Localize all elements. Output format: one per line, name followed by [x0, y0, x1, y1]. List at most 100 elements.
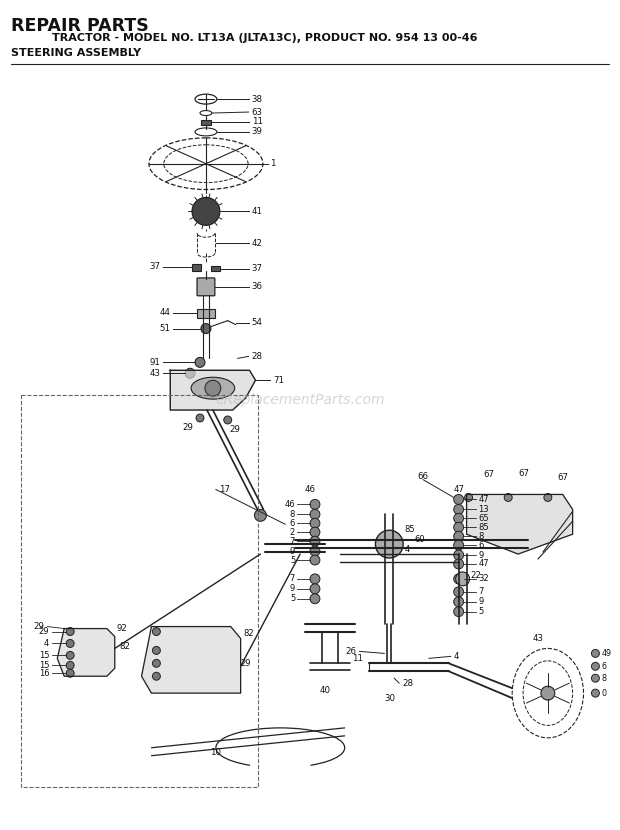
Circle shape [205, 380, 221, 396]
Text: 6: 6 [479, 540, 484, 549]
Circle shape [591, 662, 600, 671]
Text: 6: 6 [290, 519, 295, 528]
Circle shape [541, 686, 555, 700]
Bar [192, 264, 201, 271]
Text: 9: 9 [290, 584, 295, 593]
Circle shape [201, 324, 211, 334]
Text: 39: 39 [252, 128, 262, 136]
Circle shape [310, 583, 320, 593]
Text: 63: 63 [252, 108, 262, 116]
Polygon shape [141, 627, 241, 693]
Text: 66: 66 [417, 472, 428, 481]
Text: 29: 29 [183, 423, 193, 432]
Text: 5: 5 [290, 594, 295, 603]
Text: 49: 49 [601, 649, 611, 658]
Circle shape [464, 494, 472, 501]
Bar [197, 309, 215, 318]
Text: 9: 9 [479, 550, 484, 559]
Text: 10: 10 [210, 748, 221, 757]
Text: 29: 29 [39, 627, 50, 636]
Text: 85: 85 [404, 525, 415, 534]
Text: 44: 44 [159, 308, 170, 317]
Text: 29: 29 [230, 426, 241, 434]
Circle shape [185, 369, 195, 378]
Circle shape [454, 540, 464, 550]
Circle shape [66, 669, 74, 677]
Text: 46: 46 [285, 500, 295, 509]
Text: 0: 0 [601, 689, 606, 698]
Bar [201, 120, 211, 125]
Circle shape [454, 531, 464, 541]
Text: 65: 65 [479, 514, 489, 523]
Text: 67: 67 [484, 470, 494, 479]
Text: 41: 41 [252, 207, 262, 216]
Circle shape [310, 500, 320, 510]
Text: 28: 28 [252, 352, 262, 361]
Circle shape [591, 689, 600, 697]
Text: STEERING ASSEMBLY: STEERING ASSEMBLY [11, 48, 141, 58]
Text: 7: 7 [479, 588, 484, 596]
Circle shape [504, 494, 512, 501]
Text: 26: 26 [345, 647, 356, 656]
Text: 71: 71 [273, 376, 285, 385]
Text: 11: 11 [252, 118, 262, 126]
Circle shape [196, 414, 204, 422]
Text: 8: 8 [479, 532, 484, 540]
Polygon shape [467, 495, 573, 554]
Text: 60: 60 [414, 535, 425, 544]
Circle shape [66, 627, 74, 636]
Text: 29: 29 [33, 622, 45, 631]
Text: 43: 43 [533, 634, 544, 643]
Text: 42: 42 [252, 239, 262, 247]
Text: 4: 4 [404, 544, 409, 554]
Circle shape [153, 672, 161, 681]
Circle shape [195, 358, 205, 368]
Text: 6: 6 [601, 662, 606, 671]
Text: 67: 67 [558, 473, 569, 482]
Circle shape [153, 647, 161, 654]
Circle shape [454, 597, 464, 607]
Text: 8: 8 [290, 510, 295, 519]
Circle shape [310, 510, 320, 520]
Circle shape [254, 510, 267, 521]
Text: 85: 85 [479, 523, 489, 532]
Polygon shape [170, 370, 255, 410]
Circle shape [454, 522, 464, 532]
Text: 13: 13 [479, 505, 489, 514]
Circle shape [454, 513, 464, 523]
Text: 67: 67 [518, 469, 529, 478]
Text: 47: 47 [479, 495, 489, 504]
Text: 17: 17 [219, 485, 230, 494]
Text: 37: 37 [252, 265, 262, 273]
Text: TRACTOR - MODEL NO. LT13A (JLTA13C), PRODUCT NO. 954 13 00-46: TRACTOR - MODEL NO. LT13A (JLTA13C), PRO… [52, 32, 478, 42]
Text: 40: 40 [319, 686, 330, 695]
Circle shape [66, 639, 74, 647]
Circle shape [153, 659, 161, 667]
Text: 54: 54 [252, 318, 262, 327]
Text: 32: 32 [479, 574, 489, 583]
Circle shape [454, 559, 464, 569]
Text: 47: 47 [479, 559, 489, 569]
Text: 11: 11 [352, 654, 363, 663]
Text: 47: 47 [454, 485, 465, 494]
Text: 7: 7 [290, 537, 295, 545]
Text: 15: 15 [39, 651, 50, 660]
Polygon shape [57, 628, 115, 676]
Text: 36: 36 [252, 282, 262, 291]
Circle shape [454, 550, 464, 560]
Text: 43: 43 [149, 369, 161, 378]
Circle shape [591, 649, 600, 657]
Text: 5: 5 [479, 608, 484, 616]
Text: 16: 16 [38, 669, 50, 678]
Circle shape [454, 574, 464, 583]
Text: REPAIR PARTS: REPAIR PARTS [11, 17, 148, 35]
Circle shape [66, 662, 74, 669]
Circle shape [310, 536, 320, 546]
Text: 9: 9 [479, 598, 484, 606]
Circle shape [591, 674, 600, 682]
Bar [211, 266, 220, 271]
Circle shape [310, 546, 320, 556]
Text: 1: 1 [270, 159, 276, 168]
Text: 7: 7 [290, 574, 295, 583]
Text: 29: 29 [241, 659, 251, 668]
